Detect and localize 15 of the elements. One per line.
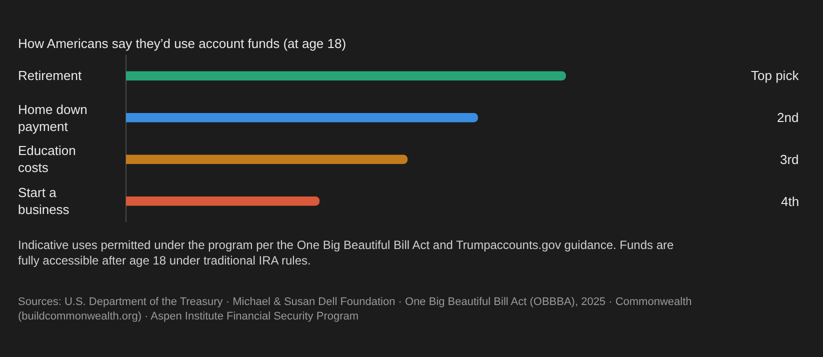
- text: 4th: [781, 194, 800, 209]
- text: 2nd: [777, 110, 799, 125]
- bar: [126, 196, 320, 206]
- bar: [126, 71, 566, 80]
- chart-title: How Americans say they’d use account funds (at age 18): [18, 36, 346, 51]
- bar: [126, 113, 478, 122]
- y-tick-label: Retirement: [18, 68, 82, 83]
- text: 3rd: [780, 152, 799, 167]
- text: Top pick: [751, 68, 800, 83]
- y-tick-label: Start a business: [18, 185, 70, 217]
- text: Indicative uses permitted under the program per the One Big Beautiful Bill Act and Trumpaccounts.gov guidance. Funds are fully accessible after age 18 under traditional IRA rules.: [18, 238, 674, 268]
- y-tick-label: Education costs: [18, 143, 76, 175]
- y-tick-label: Home down payment: [18, 102, 88, 134]
- source-note: Sources: U.S. Department of the Treasury · Michael & Susan Dell Foundation · One Big Beautiful Bill Act (OBBBA), 2025 · Commonwealth (buildcommonwealth.org) · Aspen Institute Financial Security Program: [18, 296, 692, 322]
- bar: [126, 154, 408, 164]
